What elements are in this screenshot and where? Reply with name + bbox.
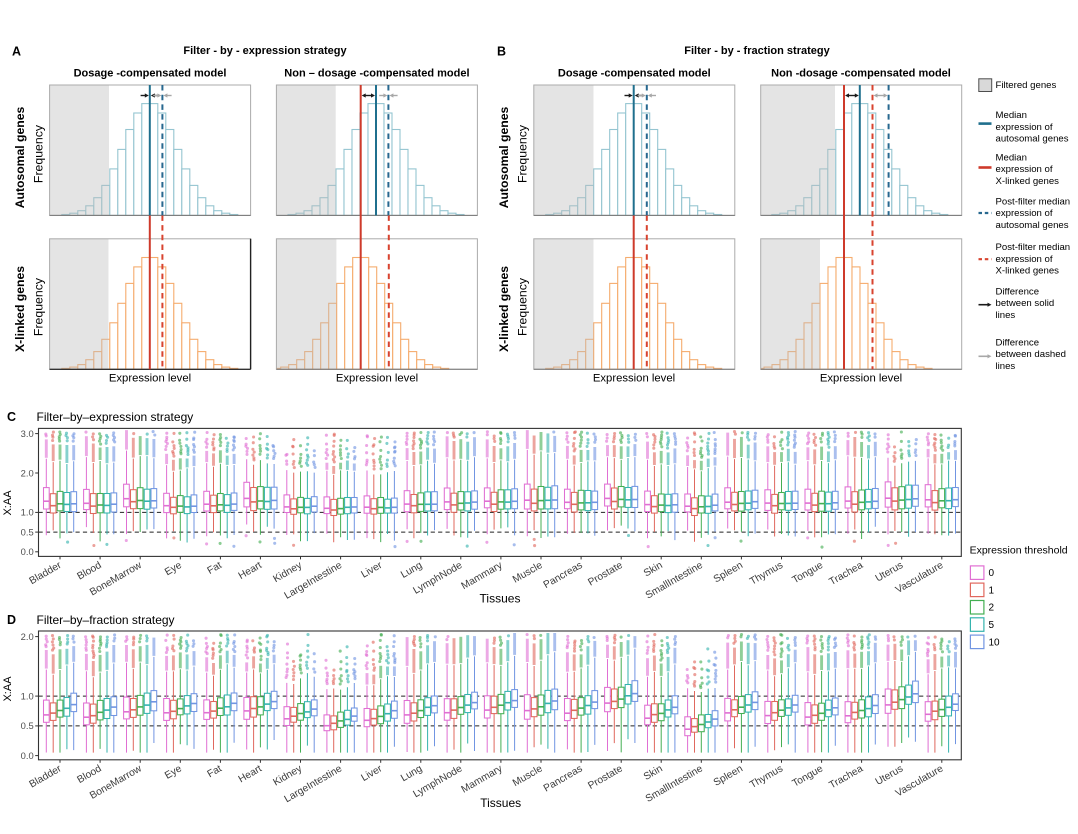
svg-text:Non – dosage -compensated mode: Non – dosage -compensated model <box>284 68 469 80</box>
svg-text:Filter–by–expression strategy: Filter–by–expression strategy <box>37 410 194 424</box>
svg-text:Expression level: Expression level <box>336 373 418 385</box>
svg-text:between solid: between solid <box>996 298 1055 309</box>
svg-text:0.5: 0.5 <box>21 526 34 537</box>
svg-text:autosomal genes: autosomal genes <box>996 134 1069 145</box>
svg-text:X-linked genes: X-linked genes <box>996 176 1060 187</box>
svg-text:Difference: Difference <box>996 337 1040 348</box>
svg-text:0.0: 0.0 <box>21 750 34 761</box>
svg-text:1: 1 <box>989 585 995 596</box>
svg-text:X:AA: X:AA <box>2 490 14 516</box>
svg-text:lines: lines <box>996 361 1016 372</box>
svg-text:5: 5 <box>989 620 995 631</box>
svg-text:Tissues: Tissues <box>480 796 521 810</box>
svg-text:Filtered genes: Filtered genes <box>996 80 1057 91</box>
svg-text:Median: Median <box>996 153 1027 164</box>
svg-text:lines: lines <box>996 310 1016 321</box>
svg-text:Dosage -compensated model: Dosage -compensated model <box>74 68 227 80</box>
svg-text:2: 2 <box>989 603 995 614</box>
svg-text:expression of: expression of <box>996 254 1053 265</box>
svg-text:D: D <box>7 613 16 627</box>
svg-text:3.0: 3.0 <box>21 428 34 439</box>
svg-text:Frequency: Frequency <box>32 277 46 336</box>
svg-text:Dosage -compensated model: Dosage -compensated model <box>558 68 711 80</box>
svg-text:Expression threshold: Expression threshold <box>970 545 1068 557</box>
svg-text:Frequency: Frequency <box>516 124 530 183</box>
svg-text:A: A <box>12 45 21 59</box>
svg-text:X-linked genes: X-linked genes <box>13 266 27 352</box>
svg-text:expression of: expression of <box>996 122 1053 133</box>
svg-text:B: B <box>497 45 506 59</box>
svg-text:expression of: expression of <box>996 164 1053 175</box>
svg-text:Filter - by - expression strat: Filter - by - expression strategy <box>183 45 347 57</box>
svg-text:Filter–by–fraction strategy: Filter–by–fraction strategy <box>37 613 175 627</box>
svg-text:X-linked genes: X-linked genes <box>497 266 511 352</box>
svg-text:Non -dosage -compensated model: Non -dosage -compensated model <box>771 68 951 80</box>
svg-text:2.0: 2.0 <box>21 631 34 642</box>
svg-text:0.5: 0.5 <box>21 720 34 731</box>
svg-text:Frequency: Frequency <box>516 277 530 336</box>
svg-text:Difference: Difference <box>996 287 1040 298</box>
svg-text:Expression level: Expression level <box>109 373 191 385</box>
svg-text:X:AA: X:AA <box>2 676 14 702</box>
svg-text:Autosomal genes: Autosomal genes <box>497 106 511 208</box>
svg-text:0.0: 0.0 <box>21 546 34 557</box>
svg-text:Post-filter median: Post-filter median <box>996 242 1071 253</box>
svg-text:Expression level: Expression level <box>593 373 675 385</box>
svg-text:between dashed: between dashed <box>996 349 1066 360</box>
svg-text:Expression level: Expression level <box>820 373 902 385</box>
svg-text:Tissues: Tissues <box>480 592 521 606</box>
svg-text:Autosomal genes: Autosomal genes <box>13 106 27 208</box>
svg-text:Median: Median <box>996 110 1027 121</box>
svg-text:expression of: expression of <box>996 208 1053 219</box>
svg-text:autosomal genes: autosomal genes <box>996 220 1069 231</box>
svg-text:1.0: 1.0 <box>21 690 34 701</box>
svg-text:10: 10 <box>989 637 1001 648</box>
svg-text:C: C <box>7 410 16 424</box>
svg-text:2.0: 2.0 <box>21 467 34 478</box>
svg-text:1.0: 1.0 <box>21 507 34 518</box>
svg-text:Frequency: Frequency <box>32 124 46 183</box>
svg-text:0: 0 <box>989 568 995 579</box>
svg-text:Post-filter median: Post-filter median <box>996 196 1071 207</box>
svg-text:X-linked genes: X-linked genes <box>996 266 1060 277</box>
svg-text:Filter - by - fraction strateg: Filter - by - fraction strategy <box>684 45 830 57</box>
